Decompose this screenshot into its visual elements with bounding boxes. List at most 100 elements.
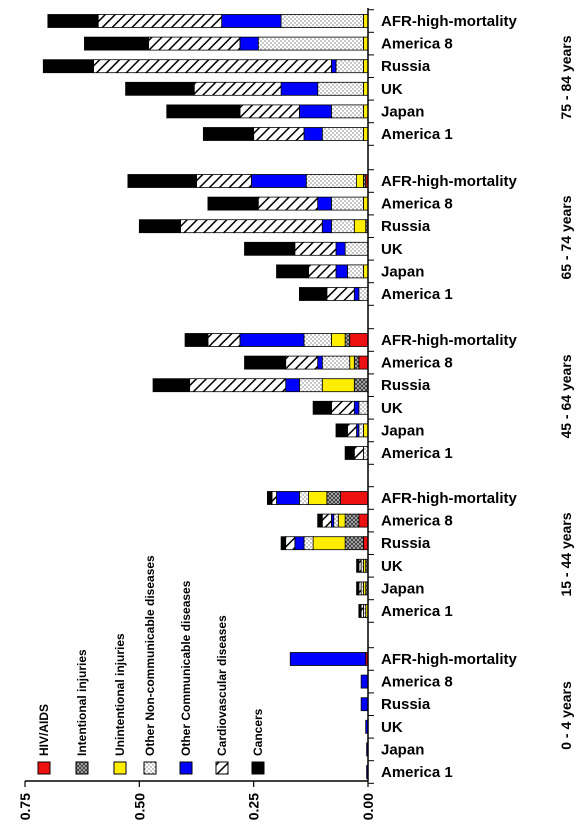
- bar-segment-15-44-years-america-8-unintentional-injuries: [337, 513, 346, 528]
- age-group-label: 75 - 84 years: [558, 35, 574, 119]
- bar-segment-45-64-years-america-8-intentional-injuries: [353, 355, 360, 370]
- bar-segment-75-84-years-uk-other-non-communicable-diseases: [317, 81, 364, 96]
- category-label: Japan: [381, 422, 424, 439]
- legend-swatch-hiv-aids: [37, 761, 51, 775]
- bar-segment-15-44-years-russia-cardiovascular-diseases: [285, 536, 296, 551]
- bar-segment-65-74-years-america-1-cardiovascular-diseases: [326, 287, 355, 301]
- category-label: AFR-high-mortality: [381, 332, 517, 349]
- bar-segment-45-64-years-japan-other-non-communicable-diseases: [358, 423, 364, 438]
- category-label: America 8: [381, 513, 453, 530]
- category-label: Japan: [381, 580, 424, 597]
- bar-segment-75-84-years-america-1-cancers: [202, 127, 255, 141]
- bar-segment-45-64-years-america-8-cancers: [244, 355, 287, 370]
- bar-segment-45-64-years-japan-cancers: [335, 423, 348, 438]
- bar-segment-65-74-years-japan-other-non-communicable-diseases: [347, 264, 364, 279]
- legend-swatch-intentional-injuries: [75, 761, 89, 775]
- bar-segment-15-44-years-russia-cancers: [280, 536, 287, 551]
- bar-segment-75-84-years-america-1-cardiovascular-diseases: [253, 127, 305, 141]
- bar-segment-15-44-years-america-8-cardiovascular-diseases: [321, 513, 332, 528]
- category-label: Russia: [381, 535, 431, 552]
- value-tick-label: 0.50: [131, 793, 147, 820]
- legend-label-other-non-communicable-diseases: Other Non-communicable diseases: [143, 555, 157, 756]
- bar-segment-45-64-years-america-8-cardiovascular-diseases: [285, 355, 319, 370]
- bar-segment-45-64-years-russia-other-non-communicable-diseases: [298, 378, 323, 393]
- bar-segment-45-64-years-america-1-cancers: [344, 446, 355, 460]
- category-label: America 1: [381, 126, 453, 143]
- bar-segment-15-44-years-russia-other-communicable-diseases: [294, 536, 305, 551]
- bar-segment-15-44-years-afr-high-mortality-cancers: [266, 491, 273, 505]
- bar-segment-65-74-years-russia-other-non-communicable-diseases: [331, 219, 355, 234]
- bar-segment-45-64-years-america-8-other-communicable-diseases: [317, 355, 323, 370]
- category-label: Russia: [381, 377, 431, 394]
- category-label: America 8: [381, 355, 453, 372]
- bar-segment-75-84-years-russia-other-communicable-diseases: [331, 59, 337, 74]
- bar-segment-75-84-years-uk-cancers: [125, 81, 195, 96]
- bar-segment-15-44-years-afr-high-mortality-unintentional-injuries: [308, 491, 328, 505]
- bar-segment-45-64-years-america-8-unintentional-injuries: [349, 355, 355, 370]
- bar-segment-65-74-years-russia-cardiovascular-diseases: [180, 219, 323, 234]
- bar-segment-65-74-years-russia-unintentional-injuries: [353, 219, 367, 234]
- bar-segment-15-44-years-afr-high-mortality-cardiovascular-diseases: [271, 491, 277, 505]
- category-label: Japan: [381, 103, 424, 120]
- bar-segment-45-64-years-russia-other-communicable-diseases: [285, 378, 300, 393]
- bar-segment-75-84-years-russia-cardiovascular-diseases: [93, 59, 332, 74]
- category-label: America 1: [381, 764, 453, 781]
- bar-segment-0-4-years-afr-high-mortality-other-communicable-diseases: [289, 652, 367, 666]
- bar-segment-65-74-years-america-1-other-non-communicable-diseases: [358, 287, 369, 301]
- bar-segment-45-64-years-afr-high-mortality-hiv-aids: [349, 333, 369, 347]
- category-label: America 1: [381, 603, 453, 620]
- bar-segment-75-84-years-uk-other-communicable-diseases: [280, 81, 319, 96]
- age-group-label: 0 - 4 years: [558, 681, 574, 750]
- value-tick-label: 0.75: [17, 793, 33, 820]
- age-group-label: 15 - 44 years: [558, 512, 574, 596]
- category-label: Russia: [381, 218, 431, 235]
- category-label: Russia: [381, 58, 431, 75]
- bar-segment-45-64-years-russia-unintentional-injuries: [321, 378, 355, 393]
- legend-swatch-other-non-communicable-diseases: [143, 761, 157, 775]
- category-label: UK: [381, 719, 403, 736]
- bar-segment-65-74-years-russia-cancers: [138, 219, 181, 234]
- value-tick-label: 0.00: [360, 793, 376, 820]
- bar-segment-45-64-years-afr-high-mortality-unintentional-injuries: [331, 333, 346, 347]
- legend-label-intentional-injuries: Intentional injuries: [75, 649, 89, 756]
- bar-segment-75-84-years-russia-cancers: [42, 59, 95, 74]
- bar-segment-75-84-years-america-8-other-communicable-diseases: [239, 36, 259, 51]
- bar-segment-65-74-years-afr-high-mortality-unintentional-injuries: [356, 174, 364, 188]
- bar-segment-45-64-years-afr-high-mortality-other-non-communicable-diseases: [303, 333, 332, 347]
- bar-segment-75-84-years-america-8-other-non-communicable-diseases: [257, 36, 364, 51]
- category-label: UK: [381, 241, 403, 258]
- bar-segment-45-64-years-america-8-other-non-communicable-diseases: [321, 355, 351, 370]
- legend-swatch-unintentional-injuries: [113, 761, 127, 775]
- bar-segment-15-44-years-america-8-cancers: [317, 513, 323, 528]
- category-label: AFR-high-mortality: [381, 651, 517, 668]
- bar-segment-15-44-years-afr-high-mortality-other-communicable-diseases: [276, 491, 300, 505]
- bar-segment-65-74-years-america-8-cardiovascular-diseases: [257, 196, 319, 211]
- bar-segment-65-74-years-japan-cardiovascular-diseases: [308, 264, 337, 279]
- bar-segment-0-4-years-russia-other-communicable-diseases: [360, 697, 369, 712]
- bar-segment-15-44-years-afr-high-mortality-other-non-communicable-diseases: [298, 491, 309, 505]
- bar-segment-75-84-years-japan-other-communicable-diseases: [298, 104, 332, 119]
- category-label: Russia: [381, 696, 431, 713]
- bar-segment-75-84-years-afr-high-mortality-cancers: [47, 14, 99, 28]
- bar-segment-75-84-years-japan-cardiovascular-diseases: [239, 104, 300, 119]
- category-label: America 8: [381, 36, 453, 53]
- bar-segment-75-84-years-america-1-other-non-communicable-diseases: [321, 127, 364, 141]
- bar-segment-75-84-years-afr-high-mortality-other-communicable-diseases: [221, 14, 282, 28]
- legend-label-cardiovascular-diseases: Cardiovascular diseases: [215, 615, 229, 756]
- category-label: UK: [381, 558, 403, 575]
- bar-segment-45-64-years-russia-intentional-injuries: [353, 378, 369, 393]
- bar-segment-75-84-years-america-8-cancers: [84, 36, 149, 51]
- bar-segment-45-64-years-uk-other-communicable-diseases: [353, 400, 360, 415]
- bar-segment-65-74-years-uk-cardiovascular-diseases: [294, 241, 337, 256]
- bar-segment-65-74-years-russia-other-communicable-diseases: [321, 219, 332, 234]
- category-label: America 8: [381, 196, 453, 213]
- bar-segment-45-64-years-afr-high-mortality-cancers: [184, 333, 209, 347]
- category-label: Japan: [381, 263, 424, 280]
- bar-segment-75-84-years-japan-cancers: [166, 104, 241, 119]
- legend-label-hiv-aids: HIV/AIDS: [37, 704, 51, 756]
- category-label: AFR-high-mortality: [381, 13, 517, 30]
- legend-swatch-other-communicable-diseases: [179, 761, 193, 775]
- legend-swatch-cancers: [251, 761, 265, 775]
- age-group-label: 65 - 74 years: [558, 195, 574, 279]
